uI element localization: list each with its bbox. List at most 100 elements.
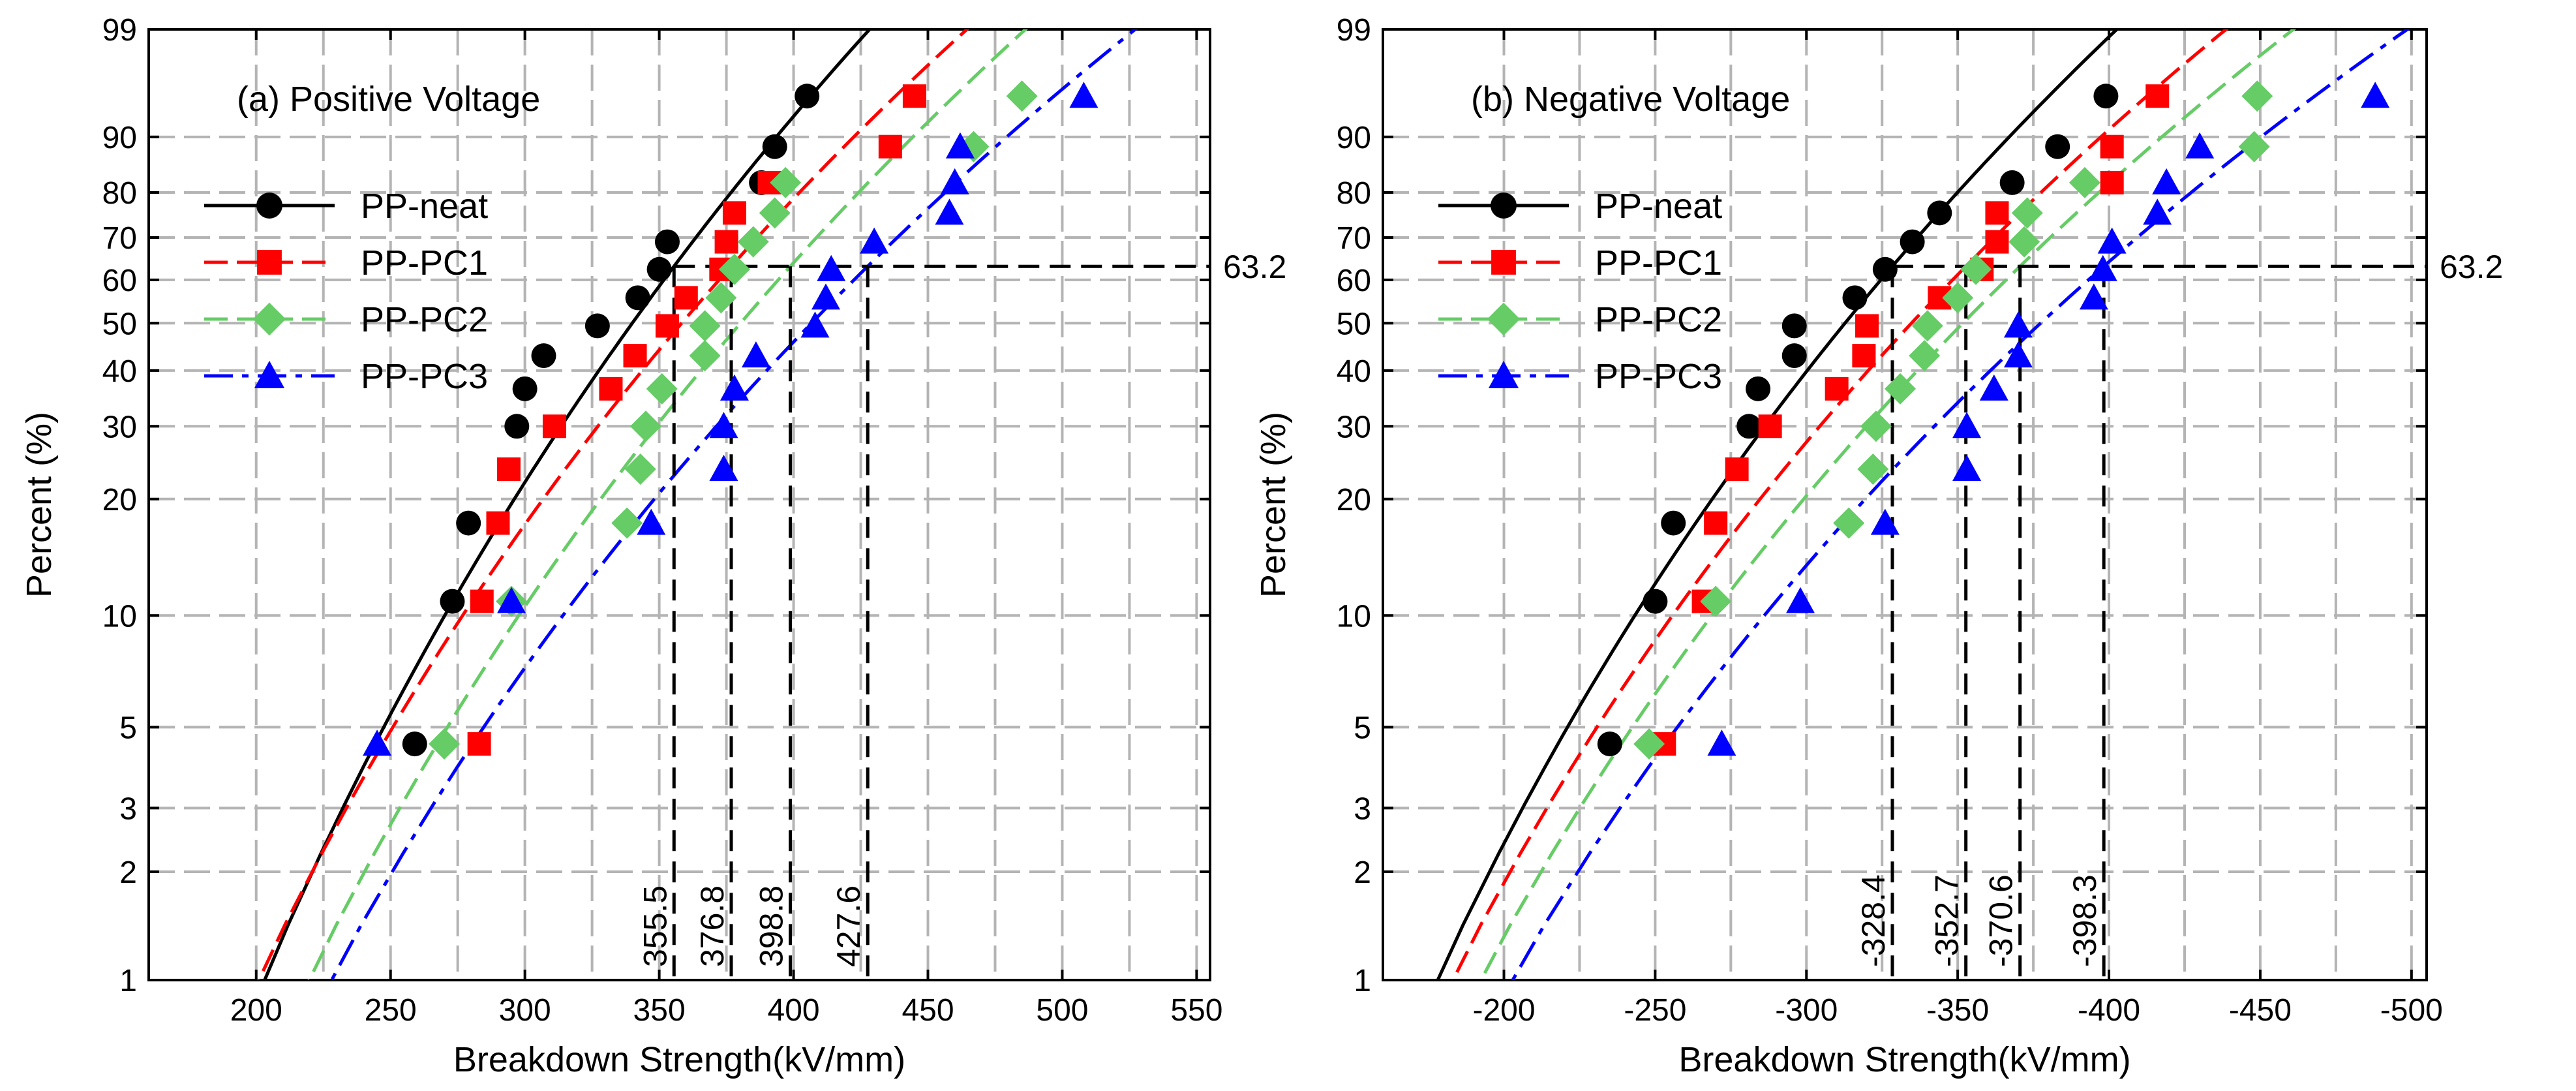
data-point <box>1758 414 1782 438</box>
data-point <box>1860 410 1892 442</box>
legend-marker <box>254 360 285 388</box>
legend-marker <box>256 192 282 219</box>
data-point <box>624 453 656 485</box>
y-tick-label: 50 <box>1337 307 1371 341</box>
data-point <box>2100 134 2124 159</box>
data-point <box>1661 510 1686 536</box>
legend-label: PP-PC3 <box>1595 357 1722 396</box>
data-point <box>2152 168 2181 194</box>
y-tick-label: 30 <box>102 410 137 444</box>
x-tick-label: 550 <box>1170 993 1222 1028</box>
data-point <box>1781 343 1807 369</box>
data-point <box>1633 728 1665 760</box>
x-tick-label: -500 <box>2380 993 2443 1028</box>
legend-marker <box>257 250 282 275</box>
data-point <box>512 376 538 401</box>
data-point <box>429 728 461 760</box>
fit-line-pp-pc1 <box>1451 29 2229 980</box>
legend-label: PP-PC3 <box>361 357 488 396</box>
scale-value-label: -398.3 <box>2067 874 2103 967</box>
x-tick-label: 350 <box>633 993 686 1028</box>
data-point <box>811 283 840 310</box>
scale-value-label: -352.7 <box>1929 874 1965 967</box>
legend-label: PP-PC1 <box>1595 243 1722 283</box>
y-tick-label: 40 <box>1337 354 1371 389</box>
data-point <box>714 230 738 254</box>
panel-title: (a) Positive Voltage <box>237 80 540 119</box>
series-pp-neat-points <box>402 84 820 757</box>
data-point <box>2045 134 2070 159</box>
data-point <box>1872 256 1898 282</box>
data-point <box>2361 82 2390 108</box>
data-point <box>470 589 494 613</box>
plot-frame <box>147 28 1211 981</box>
data-point <box>1006 80 1038 112</box>
data-point <box>800 311 830 338</box>
data-point <box>1885 373 1917 405</box>
chart-panel-negative: -200 -250 -300 -350 -400 -450 -500 1 2 3 5 10 20 30 40… <box>1254 13 2503 1079</box>
data-point <box>2003 311 2033 338</box>
data-point <box>623 344 647 368</box>
data-point <box>584 313 610 339</box>
x-tick-label: 200 <box>230 993 282 1028</box>
x-tick-label: -400 <box>2078 993 2140 1028</box>
data-point <box>1900 229 1925 254</box>
panel-title: (b) Negative Voltage <box>1471 80 1790 119</box>
data-point <box>860 227 889 254</box>
y-tick-label: 1 <box>1354 964 1371 998</box>
data-point <box>1707 730 1736 756</box>
series-pp-pc2-points <box>1633 80 2273 760</box>
data-point <box>2003 341 2033 368</box>
fit-lines <box>1436 29 2410 980</box>
data-point <box>1842 285 1868 311</box>
legend-label: PP-PC2 <box>1595 300 1722 339</box>
data-point <box>1911 310 1943 342</box>
data-point <box>504 414 530 439</box>
scale-value-label: 376.8 <box>694 885 731 967</box>
data-point <box>1909 340 1941 372</box>
data-point <box>878 134 902 159</box>
data-point <box>646 373 678 405</box>
series-pp-pc1-points <box>467 84 926 756</box>
data-point <box>1833 507 1865 539</box>
fit-line-pp-pc1 <box>257 29 970 980</box>
y-tick-label: 10 <box>1337 599 1371 634</box>
data-point <box>689 310 721 342</box>
data-point <box>759 197 791 229</box>
x-tick-label: -250 <box>1624 993 1686 1028</box>
data-point <box>720 374 749 401</box>
chart-panel-positive: 200 250 300 350 400 450 500 550 1 2 3 5 10 20 30 40 50 60… <box>20 13 1286 1079</box>
y-tick-label: 70 <box>1337 221 1371 256</box>
y-tick-label: 40 <box>102 354 137 389</box>
y-axis-title: Percent (%) <box>20 412 59 598</box>
data-point <box>456 510 481 536</box>
y-tick-label: 1 <box>119 964 137 998</box>
data-point <box>2008 226 2040 258</box>
data-point <box>945 132 975 159</box>
legend-marker <box>1491 192 1517 219</box>
x-tick-label: -350 <box>1926 993 1989 1028</box>
data-point <box>637 508 666 535</box>
y-tick-label: 5 <box>1354 711 1371 745</box>
scale-value-label: -328.4 <box>1855 874 1892 967</box>
gridlines <box>1383 29 2427 980</box>
reference-lines: 63.2 -328.4 -352.7 -370.6 -398.3 <box>1855 249 2503 980</box>
legend-label: PP-neat <box>1595 187 1722 226</box>
legend-label: PP-PC2 <box>361 300 488 339</box>
data-point <box>654 229 680 254</box>
y-tick-label: 5 <box>119 711 137 745</box>
data-point <box>1725 457 1749 482</box>
data-point <box>1952 455 1982 482</box>
data-point <box>1597 731 1622 757</box>
data-point <box>497 587 526 613</box>
data-point <box>599 376 623 401</box>
x-tick-label: 500 <box>1036 993 1088 1028</box>
legend: PP-neat PP-PC1 PP-PC2 PP-PC3 <box>1438 187 1722 396</box>
y-tick-label: 3 <box>1354 791 1371 826</box>
y-tick-label: 90 <box>1337 121 1371 155</box>
data-point <box>689 340 721 372</box>
x-axis-title: Breakdown Strength(kV/mm) <box>453 1040 905 1079</box>
y-tick-label: 99 <box>102 13 137 48</box>
fit-line-pp-neat <box>262 29 872 980</box>
data-point <box>1979 374 2008 401</box>
